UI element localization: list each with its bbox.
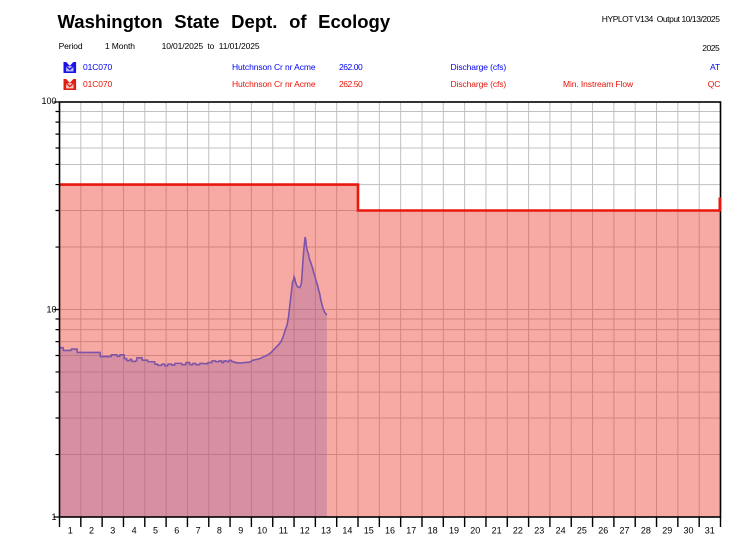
svg-text:25: 25 [577,526,587,536]
svg-text:16: 16 [385,526,395,536]
svg-text:27: 27 [619,526,629,536]
svg-text:5: 5 [153,526,158,536]
svg-text:8: 8 [217,526,222,536]
svg-text:1: 1 [68,526,73,536]
svg-text:10: 10 [257,526,267,536]
svg-text:6: 6 [174,526,179,536]
svg-text:23: 23 [534,526,544,536]
svg-text:11: 11 [279,526,288,536]
svg-text:13: 13 [321,526,331,536]
svg-text:29: 29 [662,526,672,536]
svg-text:12: 12 [300,526,310,536]
svg-text:28: 28 [641,526,651,536]
svg-text:100: 100 [41,96,56,106]
svg-text:7: 7 [196,526,201,536]
svg-text:2: 2 [89,526,94,536]
svg-text:3: 3 [110,526,115,536]
svg-text:24: 24 [556,526,566,536]
svg-text:18: 18 [428,526,438,536]
svg-text:1: 1 [51,512,56,522]
svg-text:26: 26 [598,526,608,536]
svg-text:19: 19 [449,526,459,536]
svg-text:22: 22 [513,526,523,536]
svg-text:30: 30 [683,526,693,536]
svg-text:31: 31 [705,526,715,536]
svg-text:15: 15 [364,526,374,536]
svg-text:9: 9 [238,526,243,536]
svg-text:4: 4 [132,526,137,536]
svg-text:10: 10 [46,304,56,314]
svg-text:14: 14 [342,526,352,536]
svg-text:21: 21 [492,526,502,536]
svg-text:20: 20 [470,526,480,536]
svg-text:17: 17 [406,526,416,536]
